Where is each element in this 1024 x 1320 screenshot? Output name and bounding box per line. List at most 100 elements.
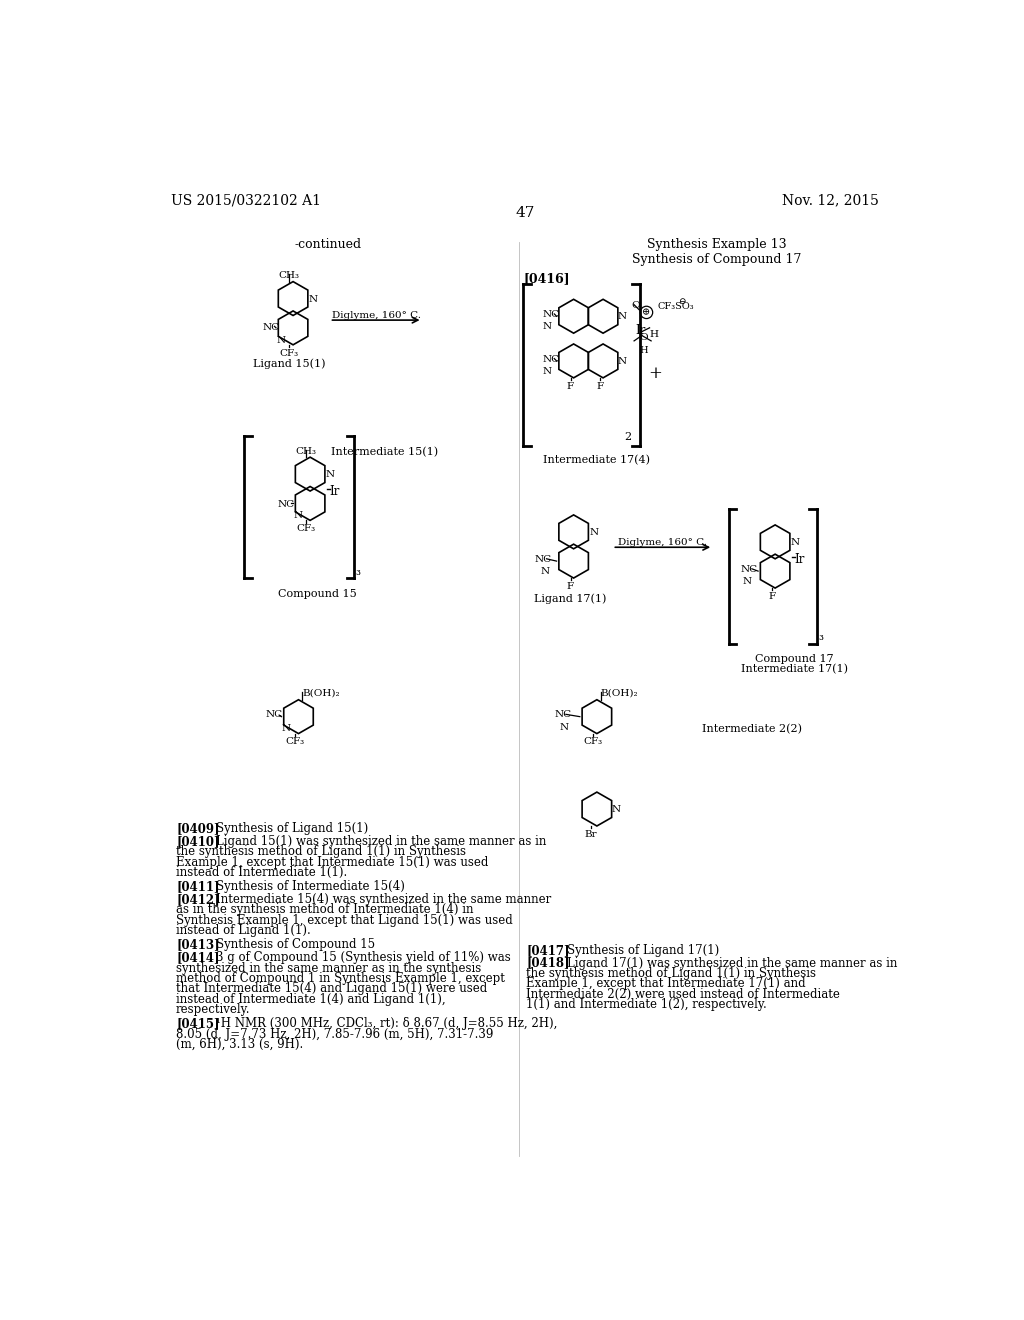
Text: N: N — [589, 528, 598, 537]
Text: that Intermediate 15(4) and Ligand 15(1) were used: that Intermediate 15(4) and Ligand 15(1)… — [176, 982, 487, 995]
Text: ₃: ₃ — [818, 631, 823, 644]
Text: Ligand 17(1): Ligand 17(1) — [534, 594, 606, 605]
Text: 3 g of Compound 15 (Synthesis yield of 11%) was: 3 g of Compound 15 (Synthesis yield of 1… — [216, 952, 511, 964]
Text: Example 1, except that Intermediate 17(1) and: Example 1, except that Intermediate 17(1… — [526, 977, 806, 990]
Text: 47: 47 — [515, 206, 535, 220]
Text: Ligand 15(1) was synthesized in the same manner as in: Ligand 15(1) was synthesized in the same… — [216, 834, 547, 847]
Text: Synthesis Example 1, except that Ligand 15(1) was used: Synthesis Example 1, except that Ligand … — [176, 913, 513, 927]
Text: B(OH)₂: B(OH)₂ — [601, 688, 638, 697]
Text: N: N — [560, 723, 568, 731]
Text: [0418]: [0418] — [526, 957, 569, 969]
Text: NC: NC — [266, 710, 283, 719]
Text: Ir: Ir — [636, 323, 646, 337]
Text: Synthesis Example 13: Synthesis Example 13 — [647, 238, 786, 251]
Text: N: N — [294, 511, 303, 520]
Text: Compound 15: Compound 15 — [279, 589, 357, 599]
Text: [0415]: [0415] — [176, 1018, 219, 1031]
Text: CF₃: CF₃ — [297, 524, 315, 533]
Text: Compound 17: Compound 17 — [755, 653, 834, 664]
Text: the synthesis method of Ligand 1(1) in Synthesis: the synthesis method of Ligand 1(1) in S… — [176, 845, 466, 858]
Text: Intermediate 17(1): Intermediate 17(1) — [741, 664, 848, 675]
Text: F: F — [567, 381, 574, 391]
Text: ⊖: ⊖ — [678, 297, 686, 306]
Text: N: N — [282, 725, 291, 734]
Text: N: N — [617, 313, 627, 321]
Text: Example 1, except that Intermediate 15(1) was used: Example 1, except that Intermediate 15(1… — [176, 855, 488, 869]
Text: N: N — [541, 568, 550, 577]
Text: H: H — [640, 346, 648, 355]
Text: O: O — [632, 301, 640, 310]
Text: instead of Intermediate 1(1).: instead of Intermediate 1(1). — [176, 866, 347, 879]
Text: NC: NC — [278, 499, 295, 508]
Text: CF₃SO₃: CF₃SO₃ — [657, 302, 694, 312]
Text: Ligand 17(1) was synthesized in the same manner as in: Ligand 17(1) was synthesized in the same… — [566, 957, 897, 969]
Text: N: N — [308, 296, 317, 305]
Text: Ligand 15(1): Ligand 15(1) — [253, 359, 326, 370]
Text: Synthesis of Intermediate 15(4): Synthesis of Intermediate 15(4) — [216, 880, 406, 894]
Text: O: O — [640, 333, 648, 342]
Text: N: N — [326, 470, 335, 479]
Text: N: N — [543, 367, 552, 376]
Text: [0414]: [0414] — [176, 952, 219, 964]
Text: ⊕: ⊕ — [642, 308, 650, 317]
Text: Ir: Ir — [795, 553, 805, 566]
Text: US 2015/0322102 A1: US 2015/0322102 A1 — [171, 193, 321, 207]
Text: Synthesis of Ligand 15(1): Synthesis of Ligand 15(1) — [216, 822, 369, 836]
Text: NC: NC — [535, 554, 552, 564]
Text: F: F — [596, 381, 603, 391]
Text: -continued: -continued — [295, 238, 361, 251]
Text: [0409]: [0409] — [176, 822, 219, 836]
Text: CF₃: CF₃ — [285, 738, 304, 746]
Text: Intermediate 15(1): Intermediate 15(1) — [331, 447, 438, 458]
Text: NC: NC — [543, 355, 560, 364]
Text: B(OH)₂: B(OH)₂ — [302, 688, 340, 697]
Text: 8.05 (d, J=7.73 Hz, 2H), 7.85-7.96 (m, 5H), 7.31-7.39: 8.05 (d, J=7.73 Hz, 2H), 7.85-7.96 (m, 5… — [176, 1028, 494, 1040]
Text: NC: NC — [543, 310, 560, 319]
Text: CH₃: CH₃ — [279, 271, 300, 280]
Text: Br: Br — [585, 830, 597, 838]
Text: [0411]: [0411] — [176, 880, 219, 894]
Text: as in the synthesis method of Intermediate 1(4) in: as in the synthesis method of Intermedia… — [176, 903, 473, 916]
Text: H: H — [649, 330, 658, 339]
Text: N: N — [543, 322, 552, 331]
Text: instead of Ligand 1(1).: instead of Ligand 1(1). — [176, 924, 311, 937]
Text: F: F — [567, 582, 574, 591]
Text: 1(1) and Intermediate 1(2), respectively.: 1(1) and Intermediate 1(2), respectively… — [526, 998, 767, 1011]
Text: synthesized in the same manner as in the synthesis: synthesized in the same manner as in the… — [176, 961, 481, 974]
Text: NC: NC — [740, 565, 758, 574]
Text: N: N — [791, 539, 800, 546]
Text: [0410]: [0410] — [176, 834, 219, 847]
Text: N: N — [617, 358, 627, 366]
Text: Intermediate 2(2): Intermediate 2(2) — [702, 725, 802, 735]
Text: Diglyme, 160° C.: Diglyme, 160° C. — [332, 312, 421, 319]
Text: the synthesis method of Ligand 1(1) in Synthesis: the synthesis method of Ligand 1(1) in S… — [526, 966, 816, 979]
Text: ₃: ₃ — [356, 565, 360, 578]
Text: Intermediate 17(4): Intermediate 17(4) — [544, 455, 650, 465]
Text: CF₃: CF₃ — [584, 738, 602, 746]
Text: Nov. 12, 2015: Nov. 12, 2015 — [782, 193, 879, 207]
Text: Intermediate 15(4) was synthesized in the same manner: Intermediate 15(4) was synthesized in th… — [216, 892, 552, 906]
Text: Intermediate 2(2) were used instead of Intermediate: Intermediate 2(2) were used instead of I… — [526, 987, 841, 1001]
Text: Synthesis of Compound 15: Synthesis of Compound 15 — [216, 939, 376, 952]
Text: [0413]: [0413] — [176, 939, 220, 952]
Text: method of Compound 1 in Synthesis Example 1, except: method of Compound 1 in Synthesis Exampl… — [176, 972, 505, 985]
Text: +: + — [648, 364, 662, 381]
Text: [0417]: [0417] — [526, 944, 569, 957]
Text: (m, 6H), 3.13 (s, 9H).: (m, 6H), 3.13 (s, 9H). — [176, 1038, 303, 1051]
Text: Ir: Ir — [330, 484, 340, 498]
Text: Synthesis of Ligand 17(1): Synthesis of Ligand 17(1) — [566, 944, 719, 957]
Text: F: F — [768, 591, 775, 601]
Text: CH₃: CH₃ — [296, 447, 316, 457]
Text: ¹H NMR (300 MHz, CDCl₃, rt): δ 8.67 (d, J=8.55 Hz, 2H),: ¹H NMR (300 MHz, CDCl₃, rt): δ 8.67 (d, … — [216, 1018, 558, 1031]
Text: NC: NC — [554, 710, 571, 719]
Text: [0412]: [0412] — [176, 892, 220, 906]
Text: CF₃: CF₃ — [280, 348, 299, 358]
Text: Diglyme, 160° C.: Diglyme, 160° C. — [618, 539, 708, 546]
Text: [0416]: [0416] — [523, 272, 570, 285]
Text: 2: 2 — [624, 432, 631, 442]
Text: NC: NC — [262, 323, 280, 333]
Text: respectively.: respectively. — [176, 1003, 251, 1016]
Text: N: N — [742, 577, 752, 586]
Text: N: N — [276, 335, 286, 345]
Text: N: N — [611, 805, 621, 814]
